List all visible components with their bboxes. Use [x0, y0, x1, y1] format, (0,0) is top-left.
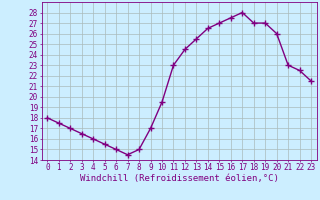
- X-axis label: Windchill (Refroidissement éolien,°C): Windchill (Refroidissement éolien,°C): [80, 174, 279, 183]
